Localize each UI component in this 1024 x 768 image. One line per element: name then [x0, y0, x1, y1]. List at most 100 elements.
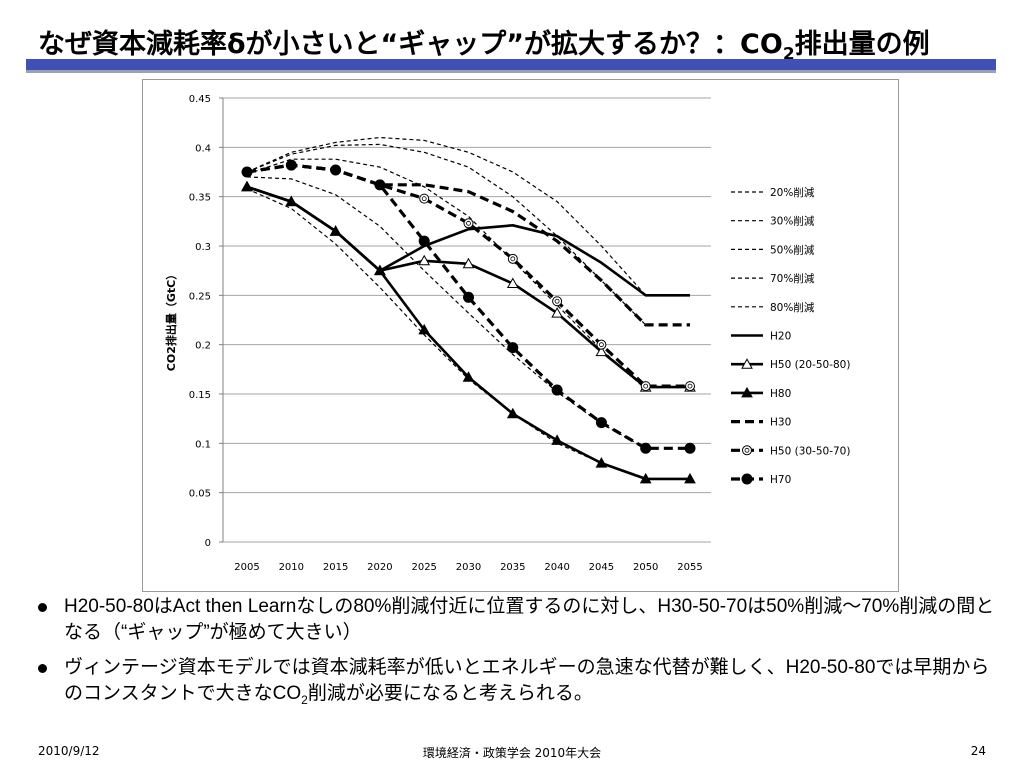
series-line-h50-30-50-70 — [246, 163, 690, 388]
x-tick-label: 2020 — [367, 562, 392, 573]
bullet-item-2: ヴィンテージ資本モデルでは資本減耗率が低いとエネルギーの急速な代替が難しく、H2… — [38, 655, 1008, 713]
series-line-50 — [246, 158, 647, 390]
data-point-marker — [684, 442, 696, 454]
data-point-marker — [596, 339, 607, 350]
emissions-chart: 0 0.05 0.1 0.15 0.2 0.25 0.3 0.35 0.4 0.45 2005 201… — [164, 94, 850, 573]
slide-title-tail: 排出量の例 — [794, 29, 930, 60]
legend-marker — [741, 358, 753, 369]
data-point-marker — [552, 296, 563, 307]
bullet-text-1: H20-50-80はAct then Learnなしの80%削減付近に位置するの… — [64, 596, 995, 643]
data-point-marker — [463, 291, 474, 303]
y-tick-label: 0.05 — [189, 489, 211, 500]
legend-label: 30%削減 — [770, 215, 815, 228]
footer-conference: 環境経済・政策学会 2010年大会 — [422, 746, 602, 760]
y-tick-label: 0.35 — [189, 193, 211, 204]
y-tick-label: 0.1 — [195, 439, 211, 450]
y-tick-label: 0.15 — [189, 390, 211, 401]
x-tick-label: 2050 — [633, 562, 658, 573]
data-point-marker — [551, 307, 563, 318]
legend-marker — [741, 473, 753, 485]
data-point-marker — [595, 417, 607, 429]
y-tick-label: 0.2 — [195, 341, 211, 352]
data-point-marker — [419, 193, 430, 204]
legend-label: 50%削減 — [770, 243, 815, 256]
data-point-marker — [507, 253, 518, 264]
data-point-marker — [506, 277, 519, 288]
data-point-marker — [685, 381, 695, 392]
series-line-h80 — [246, 185, 690, 481]
data-point-marker — [418, 254, 431, 266]
data-point-marker — [640, 442, 652, 454]
data-point-marker-inner — [421, 196, 427, 202]
series-line-70 — [246, 176, 646, 449]
slide-title-main: なぜ資本減耗率δが小さいと“ギャップ”が拡大するか？：CO — [38, 29, 783, 60]
data-point-marker — [639, 472, 652, 484]
x-tick-label: 2045 — [589, 562, 614, 573]
x-tick-label: 2035 — [500, 562, 525, 573]
x-tick-label: 2030 — [456, 562, 481, 573]
legend-label: 70%削減 — [770, 272, 815, 285]
series-line-h70 — [246, 163, 690, 450]
legend-marker — [742, 445, 752, 456]
x-tick-label: 2010 — [279, 562, 304, 573]
series-line-80 — [246, 188, 646, 479]
y-tick-label: 0 — [205, 538, 211, 549]
legend-label: H50 (20-50-80) — [770, 359, 850, 371]
slide-title-subscript: 2 — [782, 44, 795, 65]
legend-label: H50 (30-50-70) — [770, 445, 850, 457]
data-point-marker — [285, 159, 297, 171]
series-line-20 — [246, 136, 647, 296]
legend-marker-inner — [744, 447, 750, 453]
legend-label: 20%削減 — [770, 186, 815, 199]
title-rule — [26, 59, 996, 70]
bullet-dot — [38, 664, 47, 673]
y-tick-label: 0.25 — [189, 291, 211, 302]
data-point-marker — [329, 225, 342, 236]
data-point-marker — [506, 407, 519, 419]
data-point-marker — [595, 345, 608, 357]
data-point-marker — [374, 179, 386, 191]
legend-label: H80 — [770, 388, 791, 400]
x-tick-label: 2005 — [234, 562, 259, 573]
bullet-list: H20-50-80はAct then Learnなしの80%削減付近に位置するの… — [38, 594, 1008, 722]
y-tick-label: 0.45 — [189, 94, 211, 105]
data-point-marker — [462, 257, 475, 269]
data-point-marker-inner — [687, 383, 693, 389]
data-point-marker-inner — [598, 342, 604, 348]
chart-frame: 0 0.05 0.1 0.15 0.2 0.25 0.3 0.35 0.4 0.45 2005 201… — [142, 79, 899, 592]
legend-label: H70 — [770, 474, 791, 486]
data-point-marker-inner — [643, 383, 649, 389]
data-point-marker — [551, 434, 563, 445]
x-tick-label: 2040 — [544, 562, 569, 573]
data-point-marker — [463, 218, 474, 229]
x-tick-label: 2025 — [411, 562, 436, 573]
data-point-marker — [285, 195, 298, 207]
bullet-text-2-sub: 2 — [301, 692, 308, 707]
data-point-marker-inner — [510, 256, 516, 262]
data-point-marker-inner — [554, 298, 560, 304]
data-point-marker — [241, 180, 253, 192]
bullet-dot — [38, 603, 47, 612]
bullet-text-2-pre: ヴィンテージ資本モデルでは資本減耗率が低いとエネルギーの急速な代替が難しく、H2… — [64, 657, 990, 704]
footer-date: 2010/9/12 — [38, 744, 100, 758]
data-point-marker — [241, 166, 253, 178]
data-point-marker — [595, 457, 608, 468]
x-tick-label: 2015 — [323, 562, 348, 573]
data-point-marker — [640, 381, 651, 392]
slide-title: なぜ資本減耗率δが小さいと“ギャップ”が拡大するか？：CO2排出量の例 — [38, 22, 930, 64]
footer-page-number: 24 — [970, 744, 986, 758]
legend-label: H30 — [770, 417, 791, 429]
series-line-h20 — [246, 185, 690, 297]
y-tick-label: 0.3 — [195, 242, 211, 253]
bullet-text-2-post: 削減が必要になると考えられる。 — [307, 683, 593, 704]
data-point-marker — [418, 235, 430, 247]
data-point-marker-inner — [466, 220, 471, 226]
x-tick-label: 2055 — [677, 562, 702, 573]
data-point-marker — [507, 342, 519, 354]
data-point-marker — [684, 472, 696, 484]
legend-marker — [741, 386, 753, 398]
data-point-marker — [462, 371, 475, 382]
bullet-item-1: H20-50-80はAct then Learnなしの80%削減付近に位置するの… — [38, 594, 1008, 646]
series-line-30 — [246, 143, 647, 326]
data-point-marker — [418, 323, 431, 335]
